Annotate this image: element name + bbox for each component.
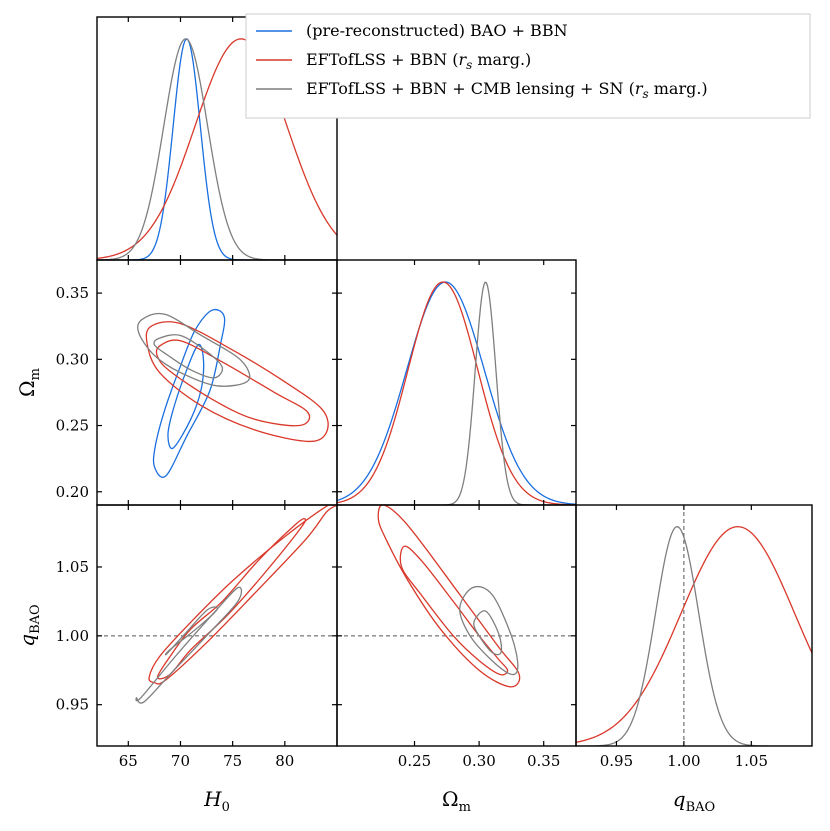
marginal-full-Omega_m: [337, 281, 576, 505]
x-tick-label-H0: 80: [275, 752, 294, 770]
contour-full-H0-Omega_m-95pct: [137, 312, 251, 387]
legend-label-bao: (pre-reconstructed) BAO + BBN: [306, 21, 568, 40]
x-tick-label-H0: 75: [223, 752, 242, 770]
marginal-eft-H0: [97, 38, 337, 260]
contour-full-Omega_m-q_BAO-95pct: [459, 585, 519, 676]
y-tick-label-Omega_m: 0.35: [56, 284, 89, 302]
contour-bao-H0-Omega_m-68pct: [167, 343, 205, 450]
contour-eft-H0-Omega_m-95pct: [145, 321, 329, 443]
contour-eft-H0-q_BAO-95pct: [148, 505, 337, 685]
x-tick-label-Omega_m: 0.35: [527, 752, 560, 770]
marginal-bao-Omega_m: [337, 281, 576, 505]
x-tick-label-q_BAO: 1.05: [735, 752, 768, 770]
y-tick-label-Omega_m: 0.20: [56, 483, 89, 501]
panel-frame: [336, 504, 577, 747]
y-axis-label-Omega_m: Ωm: [15, 368, 43, 397]
contour-full-H0-Omega_m-68pct: [153, 334, 224, 379]
contour-eft-H0-Omega_m-68pct: [155, 339, 311, 427]
panel-q_BAO-marginal: [575, 504, 813, 747]
y-axis-label-q_BAO: qBAO: [15, 604, 43, 646]
contour-eft-Omega_m-q_BAO-68pct: [399, 545, 509, 676]
panel-Omega_m-marginal: [336, 259, 577, 506]
x-tick-label-q_BAO: 1.00: [667, 752, 700, 770]
marginal-eft-q_BAO: [576, 526, 812, 743]
x-tick-label-q_BAO: 0.95: [600, 752, 633, 770]
legend-label-full: EFTofLSS + BBN + CMB lensing + SN (rs ma…: [306, 79, 708, 101]
axis-labels-layer: H0 Ωm qBAO Ωm qBAO: [15, 368, 715, 815]
contour-eft-H0-q_BAO-68pct: [156, 518, 307, 680]
x-axis-label-Omega_m: Ωm: [442, 787, 471, 815]
marginal-full-H0: [97, 38, 337, 260]
contour-full-H0-q_BAO-68pct: [164, 606, 219, 656]
panels-layer: 65 70 75 80 0.25 0.30 0.35 0.95 1.00 1.05 0.20 0.25…: [56, 16, 813, 770]
panel-Omega_m-q_BAO: [336, 504, 577, 747]
y-tick-label-q_BAO: 1.05: [56, 558, 89, 576]
x-tick-label-Omega_m: 0.25: [398, 752, 431, 770]
x-axis-label-q_BAO: qBAO: [673, 787, 715, 815]
y-tick-label-q_BAO: 1.00: [56, 627, 89, 645]
contour-full-Omega_m-q_BAO-68pct: [473, 610, 503, 656]
panel-frame: [575, 504, 813, 747]
marginal-eft-Omega_m: [337, 281, 576, 505]
legend: (pre-reconstructed) BAO + BBN EFTofLSS + …: [245, 13, 811, 119]
x-tick-label-Omega_m: 0.30: [462, 752, 495, 770]
y-tick-label-q_BAO: 0.95: [56, 696, 89, 714]
x-axis-label-H0: H0: [203, 787, 230, 815]
contour-full-H0-q_BAO-95pct: [135, 586, 243, 704]
legend-box: [245, 13, 811, 119]
x-tick-label-H0: 70: [171, 752, 190, 770]
panel-H0-Omega_m: [96, 259, 338, 506]
x-tick-label-H0: 65: [119, 752, 138, 770]
contour-eft-Omega_m-q_BAO-95pct: [377, 505, 521, 688]
y-tick-label-Omega_m: 0.30: [56, 350, 89, 368]
contour-bao-H0-Omega_m-95pct: [152, 308, 226, 478]
panel-H0-q_BAO: [96, 504, 338, 747]
marginal-full-q_BAO: [576, 526, 812, 746]
panel-frame: [96, 259, 338, 506]
y-tick-label-Omega_m: 0.25: [56, 417, 89, 435]
legend-label-eft: EFTofLSS + BBN (rs marg.): [306, 50, 531, 72]
